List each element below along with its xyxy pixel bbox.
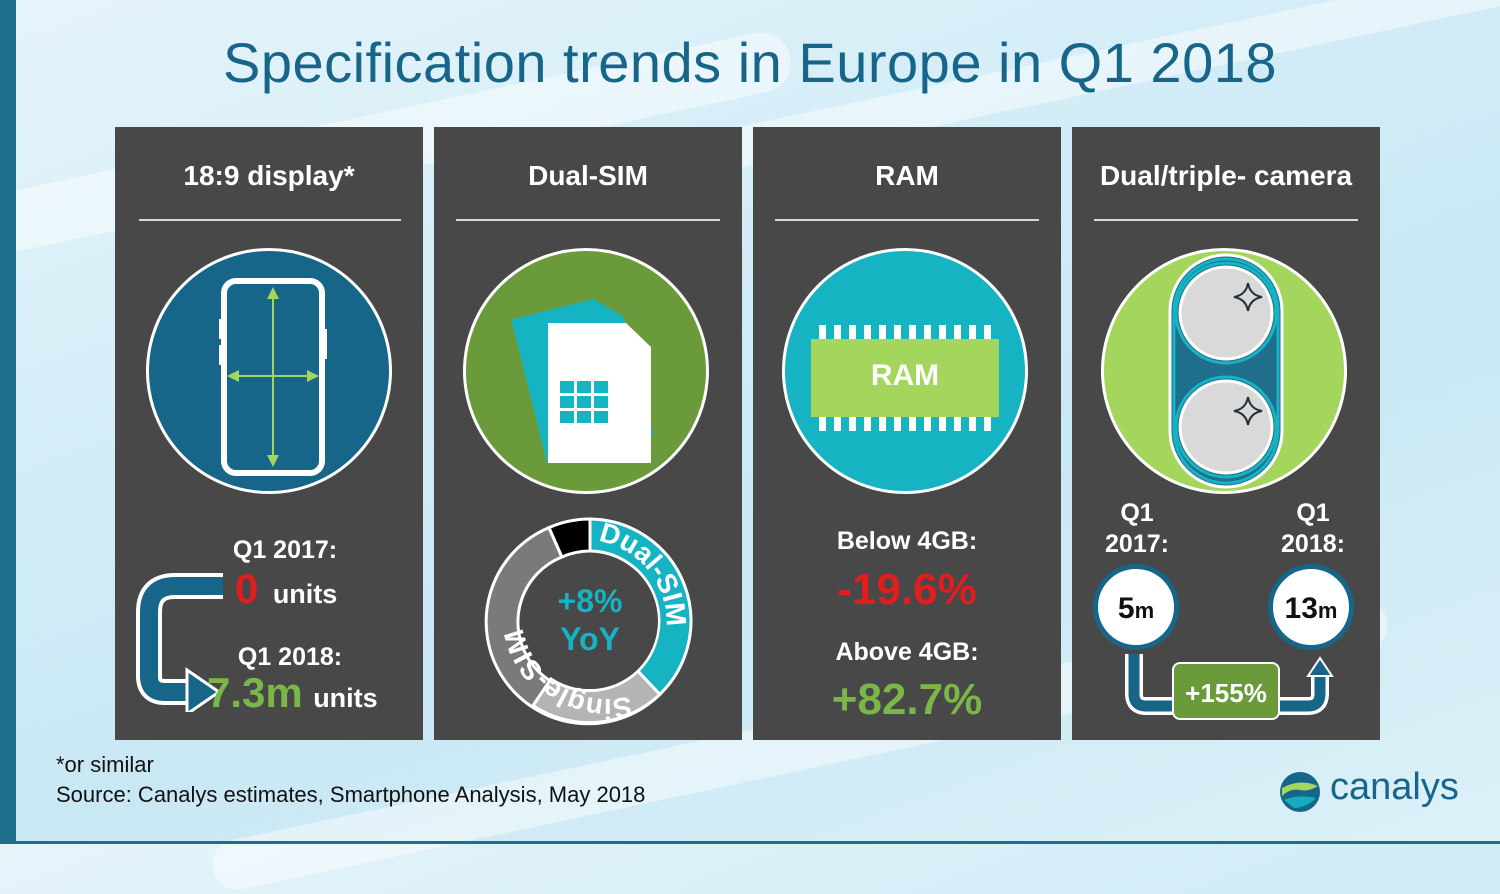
above-4gb-value: +82.7% [831,675,983,724]
phone-icon [219,278,327,476]
dualsim-donut: Dual-SIM Single-SIM [484,516,693,726]
right-q-label: Q1 [1296,499,1330,527]
page-title: Specification trends in Europe in Q1 201… [222,31,1278,94]
panel-dualsim: Dual-SIM Dual-SIM Single-SIM +8% YoY [434,127,742,740]
q1-2018-value: 7.3m [207,669,303,716]
q1-2017-unit: units [272,579,338,609]
left-year-label: 2017: [1105,530,1169,558]
ram-chip-icon [811,325,999,431]
q1-2017-row: 0 units [235,565,415,613]
right-year-label: 2018: [1281,530,1345,558]
panel-title: RAM [875,160,939,191]
left-value-number: 5 [1117,592,1135,625]
below-4gb-value: -19.6% [837,565,977,614]
donut-segment-other [547,517,592,559]
right-value-circle: 13m [1268,564,1354,650]
panel-camera: Dual/triple- camera Q1 2017: Q1 2018: 5m… [1072,127,1380,740]
divider [139,219,401,221]
growth-badge: +155% [1172,662,1280,720]
ram-chip-label: RAM [870,359,940,392]
q1-2018-unit: units [313,683,378,713]
footnote: *or similar [56,752,154,777]
dual-camera-icon [1168,253,1284,489]
q1-2017-label: Q1 2017: [232,536,338,564]
q1-2018-label: Q1 2018: [237,643,343,671]
q1-2017-value: 0 [235,565,259,612]
panel-display: 18:9 display* Q1 2017: 0 units Q1 2018: … [115,127,423,740]
left-value-unit: m [1134,598,1155,623]
yoy-label: YoY [560,621,620,657]
sim-card-icon [511,298,654,463]
divider [456,219,720,221]
below-4gb-label: Below 4GB: [836,527,978,555]
source-note: Source: Canalys estimates, Smartphone An… [56,782,646,807]
right-value-number: 13 [1284,592,1318,625]
panel-title: 18:9 display* [183,160,355,191]
q1-2018-row: 7.3m units [207,669,417,717]
brand-name: canalys [1330,766,1459,808]
left-q-label: Q1 [1120,499,1154,527]
globe-icon [1280,772,1320,812]
right-value-unit: m [1317,598,1338,623]
panel-title: Dual/triple- camera [1099,160,1353,191]
brand-logo: canalys [1278,766,1478,814]
panel-ram: RAM RAM Below 4GB: -19.6% Above 4GB: +82… [753,127,1061,740]
divider [775,219,1039,221]
panel-title: Dual-SIM [528,160,648,191]
ram-circle: RAM [782,248,1028,494]
flow-arrow-icon [136,573,223,712]
donut-segment-dual [588,517,693,697]
dualsim-circle [463,248,709,494]
left-value-circle: 5m [1093,564,1179,650]
display-circle [146,248,392,494]
donut-segment-single-light [530,668,662,725]
above-4gb-label: Above 4GB: [835,638,979,666]
bottom-accent-bar [0,841,1500,844]
left-accent-bar [0,0,16,844]
yoy-value: +8% [557,583,623,619]
divider [1094,219,1358,221]
camera-circle [1101,248,1347,494]
